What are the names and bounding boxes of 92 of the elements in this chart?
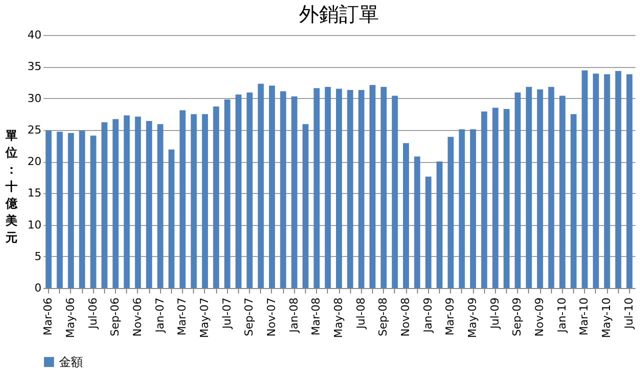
x-tick-label: Sep-07 (242, 298, 256, 336)
bar (358, 90, 364, 288)
bar (336, 88, 342, 288)
x-tick-label: Mar-10 (578, 298, 591, 336)
bar (68, 133, 74, 288)
bar (559, 96, 566, 288)
bar (280, 91, 286, 288)
x-tick-label: Mar-09 (444, 298, 457, 336)
bar (458, 129, 465, 288)
bar (626, 74, 632, 288)
x-tick-label: Sep-09 (510, 298, 524, 336)
bar (592, 74, 599, 288)
bar (268, 86, 275, 288)
bar (570, 114, 577, 288)
bar (46, 130, 52, 288)
x-tick-label: Nov-08 (399, 298, 412, 337)
x-tick-label: Nov-06 (130, 298, 144, 337)
x-tick-label: Jul-06 (86, 298, 100, 330)
x-tick-label: Jan-07 (153, 298, 166, 334)
bar (79, 130, 86, 288)
y-tick-label: 0 (34, 282, 42, 294)
bar (514, 92, 521, 288)
y-tick-label: 25 (28, 123, 42, 136)
bar (615, 71, 622, 288)
bar (90, 136, 96, 288)
bar (526, 86, 532, 288)
bar (481, 112, 488, 288)
x-tick-label: Jan-08 (287, 298, 300, 334)
x-tick-label: Jul-10 (622, 298, 636, 330)
x-tick-label: May-08 (332, 298, 345, 338)
bar (504, 109, 510, 288)
bar (436, 162, 443, 288)
x-tick-label: Nov-09 (533, 298, 546, 337)
bar (157, 124, 164, 288)
bar (370, 84, 376, 288)
bar (190, 114, 197, 288)
bar (258, 84, 264, 288)
y-tick-label: 30 (28, 92, 42, 105)
bar (112, 119, 119, 288)
bar (202, 114, 208, 288)
bar (146, 121, 152, 288)
x-tick-label: May-09 (466, 298, 480, 338)
y-tick-label: 15 (28, 186, 42, 200)
y-tick-label: 40 (28, 28, 42, 42)
y-tick-label: 35 (28, 60, 42, 74)
bar (380, 86, 387, 288)
x-tick-label: Mar-08 (310, 298, 323, 336)
x-tick-label: May-10 (600, 298, 614, 338)
bar (235, 94, 242, 288)
bar (537, 89, 544, 288)
bar (604, 74, 610, 288)
bar (425, 176, 432, 288)
y-axis-title: 單位：十億美元 (4, 128, 18, 244)
bar (314, 88, 320, 288)
x-tick-label: Jul-07 (220, 298, 234, 330)
bar (302, 124, 308, 288)
bar (101, 122, 108, 288)
bar (56, 132, 63, 288)
x-tick-label: Jan-09 (421, 298, 434, 334)
x-tick-label: Jul-09 (488, 298, 502, 330)
x-tick-label: May-07 (198, 298, 211, 338)
bar (180, 110, 186, 288)
chart-title: 外銷訂單 (299, 2, 379, 26)
y-tick-label: 5 (34, 250, 42, 263)
bar (168, 149, 174, 288)
x-tick-label: May-06 (64, 298, 77, 338)
bar (392, 96, 398, 288)
bar (213, 106, 220, 288)
bar (246, 92, 253, 288)
bar (124, 115, 130, 288)
bar (414, 156, 420, 288)
bar (324, 86, 331, 288)
y-tick-label: 20 (28, 155, 42, 168)
bar (347, 90, 354, 288)
bar (582, 70, 588, 288)
x-tick-label: Sep-08 (376, 298, 390, 336)
x-tick-label: Mar-06 (42, 298, 55, 336)
x-tick-label: Mar-07 (176, 298, 189, 336)
bar (291, 96, 298, 288)
legend-label: 金額 (59, 355, 83, 369)
bar (448, 136, 454, 288)
x-tick-label: Sep-06 (108, 298, 122, 336)
bar (403, 143, 410, 288)
bar (224, 100, 230, 288)
bar (548, 86, 554, 288)
x-tick-label: Jul-08 (354, 298, 368, 330)
x-tick-label: Nov-07 (264, 298, 278, 337)
y-tick-label: 10 (28, 218, 42, 232)
bar (470, 129, 476, 288)
x-tick-label: Jan-10 (555, 298, 568, 334)
bar (134, 116, 141, 288)
bar (492, 108, 498, 288)
